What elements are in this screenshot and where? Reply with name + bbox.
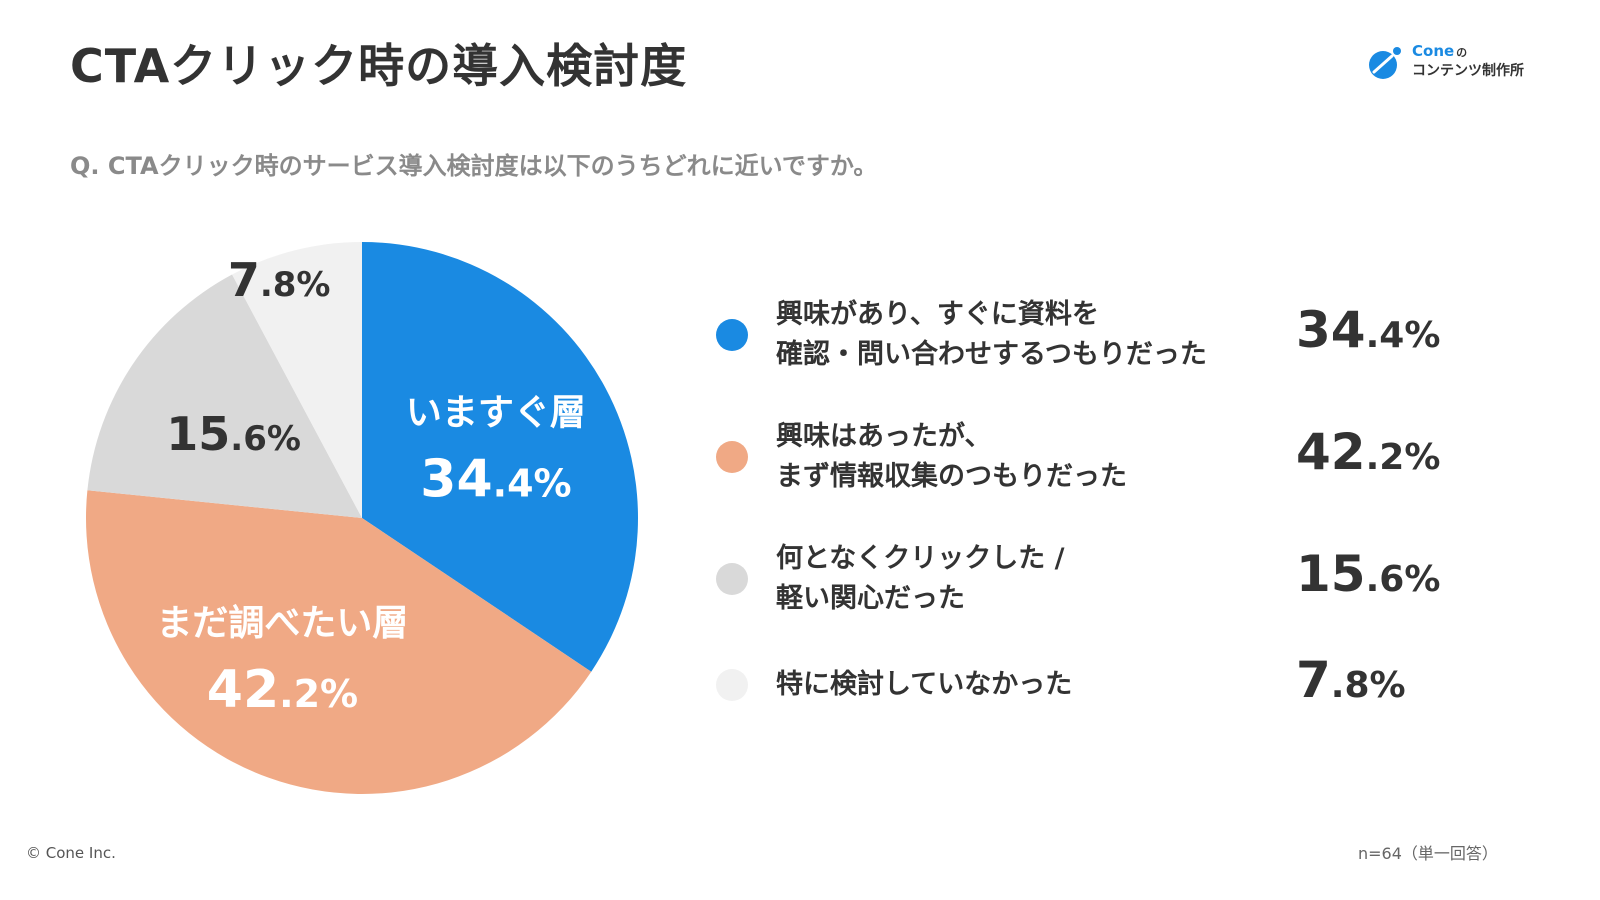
cone-logo: Cone の コンテンツ制作所 <box>1368 42 1568 84</box>
pie-label-group-3: 15.6% <box>166 407 301 461</box>
pie-slice-4 <box>232 242 362 518</box>
logo-brand-name: Cone <box>1412 42 1455 60</box>
pie-value-label-2: 42.2% <box>207 660 358 720</box>
legend-label-1-line-2: 確認・問い合わせするつもりだった <box>776 339 1207 370</box>
copyright: © Cone Inc. <box>26 844 116 862</box>
legend-label-2-line-2: まず情報収集のつもりだった <box>776 461 1127 492</box>
pie-label-group-1: いますぐ層 34.4% <box>406 393 586 510</box>
pie-value-label-4: 7.8% <box>228 253 331 307</box>
logo-brand: Cone の <box>1412 42 1467 60</box>
pie-value-label-3: 15.6% <box>166 407 301 461</box>
legend-label-3-line-1: 何となくクリックした / <box>776 543 1065 574</box>
logo-subtitle: コンテンツ制作所 <box>1412 63 1524 79</box>
legend-value-1: 34.4% <box>1296 301 1441 359</box>
pie-slice-2 <box>85 490 592 794</box>
page-title: CTAクリック時の導入検討度 <box>70 39 688 93</box>
pie-value-label-1: 34.4% <box>420 450 571 510</box>
pie-label-group-4: 7.8% <box>228 253 331 307</box>
pie-slice-1 <box>362 242 638 672</box>
legend-item-2: 興味はあったが、まず情報収集のつもりだった 42.2% <box>716 417 1516 507</box>
legend-item-1: 興味があり、すぐに資料を確認・問い合わせするつもりだった 34.4% <box>716 295 1516 385</box>
cone-logo-icon <box>1369 47 1401 79</box>
legend-value-2: 42.2% <box>1296 423 1441 481</box>
legend-item-3: 何となくクリックした / 軽い関心だった 15.6% <box>716 539 1516 629</box>
legend-swatch-4 <box>716 669 748 701</box>
pie-segment-name-2: まだ調べたい層 <box>156 603 408 644</box>
legend-label-3-line-2: 軽い関心だった <box>776 583 965 614</box>
pie-segment-name-1: いますぐ層 <box>406 393 586 434</box>
logo-brand-particle: の <box>1456 46 1468 59</box>
legend-swatch-2 <box>716 441 748 473</box>
legend-value-3: 15.6% <box>1296 545 1441 603</box>
legend-swatch-1 <box>716 319 748 351</box>
legend-value-4: 7.8% <box>1296 651 1406 709</box>
pie-slice-3 <box>87 274 362 518</box>
legend-item-4: 特に検討していなかった 7.8% <box>716 651 1516 755</box>
sample-size-note: n=64（単一回答） <box>1358 844 1498 863</box>
legend-label-4-line-1: 特に検討していなかった <box>776 669 1073 700</box>
legend-label-2-line-1: 興味はあったが、 <box>776 421 992 452</box>
legend-label-1-line-1: 興味があり、すぐに資料を <box>776 299 1099 330</box>
pie-chart: いますぐ層 34.4% まだ調べたい層 42.2% 15.6% 7.8% <box>85 242 638 794</box>
survey-question: Q. CTAクリック時のサービス導入検討度は以下のうちどれに近いですか。 <box>70 152 878 180</box>
legend-swatch-3 <box>716 563 748 595</box>
pie-label-group-2: まだ調べたい層 42.2% <box>156 603 408 720</box>
